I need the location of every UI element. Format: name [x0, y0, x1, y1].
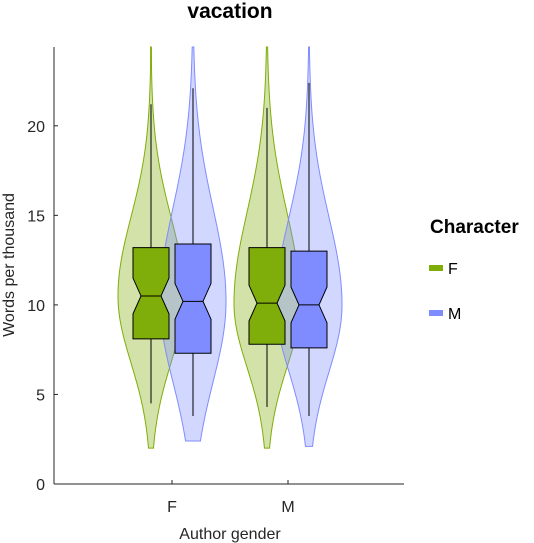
x-axis-title: Author gender — [179, 526, 281, 543]
y-tick-label: 15 — [27, 208, 45, 225]
box-f-m — [248, 247, 286, 345]
y-tick-label: 5 — [36, 387, 45, 404]
legend-swatch-f — [429, 265, 443, 271]
box-m-m — [290, 250, 328, 349]
box-f-f — [132, 247, 170, 340]
legend-items: FM — [429, 261, 461, 323]
chart-title: vacation — [187, 0, 272, 23]
legend-label-m: M — [448, 306, 461, 323]
box-layer — [132, 82, 328, 416]
y-axis-title: Words per thousand — [1, 193, 18, 337]
y-tick-label: 10 — [27, 298, 45, 315]
legend-swatch-m — [429, 310, 443, 316]
x-tick-label: F — [167, 499, 177, 516]
x-tick-label: M — [281, 499, 294, 516]
legend-label-f: F — [448, 261, 458, 278]
y-tick-label: 0 — [36, 477, 45, 494]
legend: Character FM — [429, 217, 519, 323]
box-m-f — [174, 243, 212, 354]
y-tick-label: 20 — [27, 119, 45, 136]
y-ticks: 0 5 10 15 20 — [27, 119, 58, 494]
legend-title: Character — [430, 217, 519, 238]
